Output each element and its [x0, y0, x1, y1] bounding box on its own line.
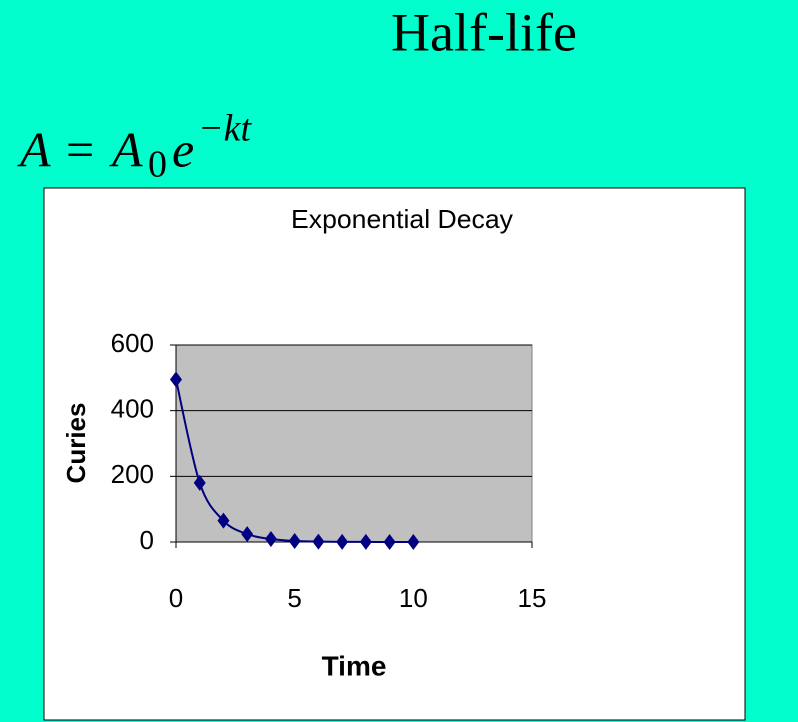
- data-point: [359, 533, 372, 550]
- x-tick-label: 15: [518, 583, 547, 613]
- data-point: [217, 512, 230, 529]
- formula-base: A: [109, 121, 143, 177]
- y-tick-label: 600: [111, 328, 154, 358]
- x-tick-label: 10: [399, 583, 428, 613]
- data-point: [336, 533, 349, 550]
- data-point: [407, 533, 420, 550]
- formula: A = A 0 e −kt: [17, 108, 253, 186]
- data-point: [383, 533, 396, 550]
- y-tick-label: 200: [111, 459, 154, 489]
- x-tick-label: 5: [287, 583, 301, 613]
- x-axis-title: Time: [322, 650, 387, 681]
- data-point: [241, 526, 254, 543]
- y-tick-label: 400: [111, 394, 154, 424]
- y-axis-title: Curies: [61, 403, 91, 484]
- data-point: [264, 531, 277, 548]
- x-tick-label: 0: [169, 583, 183, 613]
- data-point: [288, 533, 301, 550]
- formula-equals: =: [66, 121, 94, 177]
- chart-title: Exponential Decay: [291, 204, 513, 234]
- data-point: [170, 371, 182, 388]
- plot-area: [175, 344, 533, 543]
- formula-lhs: A: [17, 121, 51, 177]
- formula-exp-base: e: [172, 121, 194, 177]
- y-tick-label: 0: [140, 525, 154, 555]
- slide-title: Half-life: [391, 2, 577, 62]
- formula-exponent: −kt: [198, 108, 253, 150]
- formula-subscript: 0: [148, 144, 167, 186]
- data-point: [312, 533, 325, 550]
- data-point: [193, 474, 206, 491]
